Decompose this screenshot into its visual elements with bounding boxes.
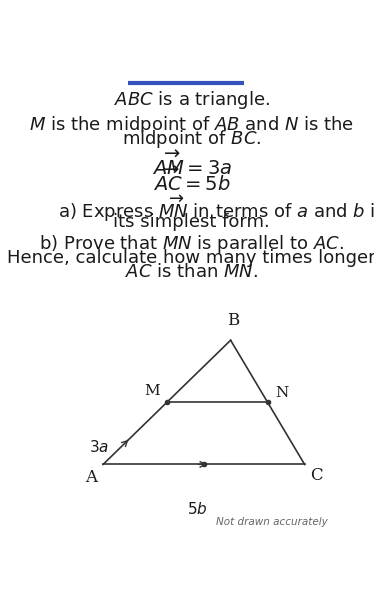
Text: Not drawn accurately: Not drawn accurately: [216, 517, 328, 527]
Text: Hence, calculate how many times longer: Hence, calculate how many times longer: [7, 249, 374, 267]
Text: b) Prove that $MN$ is parallel to $AC$.: b) Prove that $MN$ is parallel to $AC$.: [39, 233, 344, 255]
Text: a) Express $\overrightarrow{MN}$ in terms of $\mathbf{\mathit{a}}$ and $\mathbf{: a) Express $\overrightarrow{MN}$ in term…: [58, 193, 374, 224]
Text: 5$\mathbf{\mathit{b}}$: 5$\mathbf{\mathit{b}}$: [187, 502, 208, 517]
Text: 3$\mathbf{\mathit{a}}$: 3$\mathbf{\mathit{a}}$: [89, 439, 109, 455]
Text: N: N: [276, 386, 289, 400]
Text: A: A: [86, 469, 98, 486]
Text: M: M: [145, 384, 160, 398]
Text: $M$ is the midpoint of $AB$ and $N$ is the: $M$ is the midpoint of $AB$ and $N$ is t…: [29, 114, 354, 136]
Text: B: B: [227, 311, 240, 329]
Text: $AC$ is than $MN$.: $AC$ is than $MN$.: [125, 263, 258, 281]
Text: midpoint of $BC$.: midpoint of $BC$.: [122, 128, 261, 150]
Text: $ABC$ is a triangle.: $ABC$ is a triangle.: [114, 89, 270, 111]
Text: $\overrightarrow{AC} = 5\mathbf{\mathit{b}}$: $\overrightarrow{AC} = 5\mathbf{\mathit{…: [153, 166, 230, 195]
Text: its simplest form.: its simplest form.: [113, 213, 270, 231]
Text: C: C: [310, 467, 322, 484]
Text: $\overrightarrow{AM} = 3\mathbf{\mathit{a}}$: $\overrightarrow{AM} = 3\mathbf{\mathit{…: [151, 150, 232, 179]
